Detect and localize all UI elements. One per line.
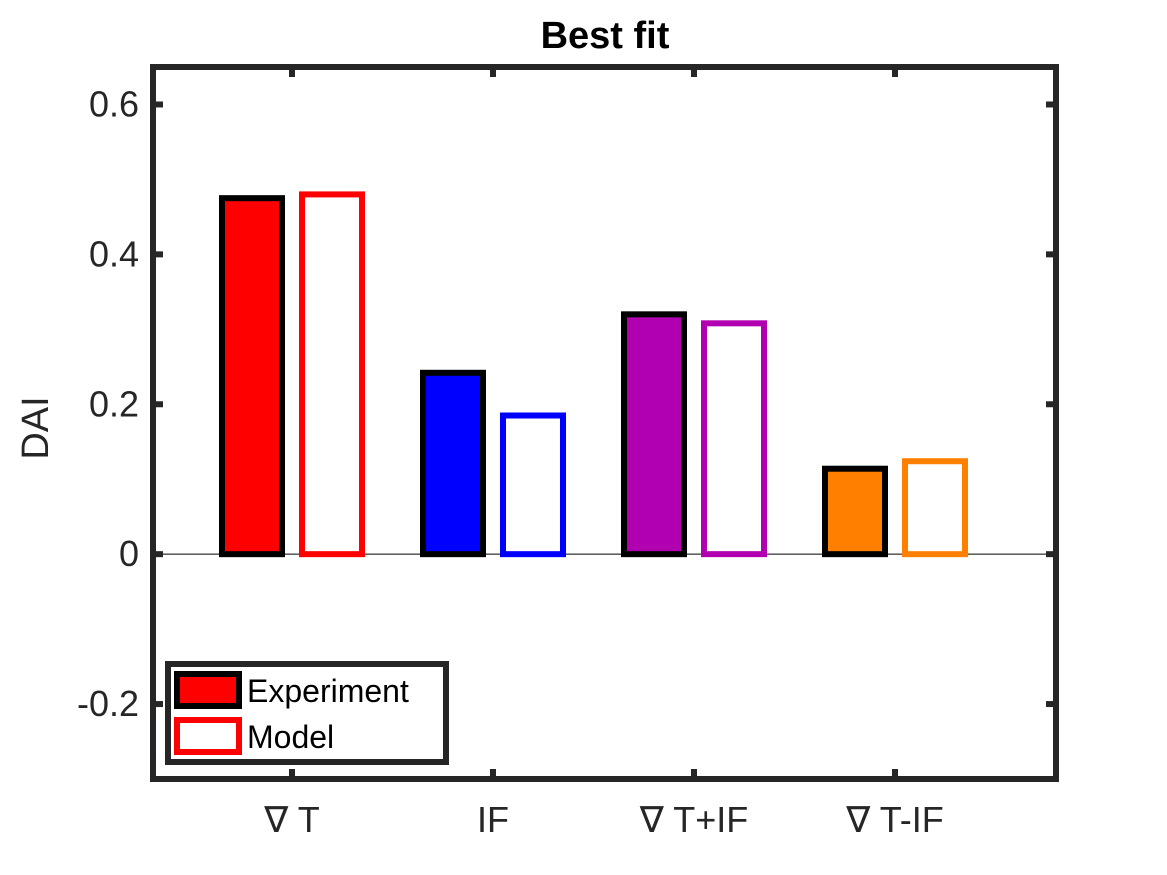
x-tick-label: ∇ T+IF [639, 799, 748, 840]
y-tick-label: 0 [119, 533, 139, 574]
x-tick-label: ∇ T-IF [845, 799, 943, 840]
legend-label: Experiment [247, 673, 409, 709]
y-axis-label: DAI [15, 396, 57, 459]
y-tick-label: -0.2 [77, 683, 139, 724]
model-bar [299, 191, 365, 558]
model-bar [500, 412, 566, 558]
y-tick-label: 0.6 [89, 83, 139, 124]
model-bar [902, 458, 968, 558]
experiment-bar [621, 311, 687, 558]
model-bar [701, 320, 767, 558]
experiment-bar [420, 369, 486, 558]
y-tick-label: 0.4 [89, 233, 139, 274]
experiment-bar [219, 195, 285, 558]
legend-swatch-model [174, 717, 242, 755]
x-tick-label: ∇ T [263, 799, 319, 840]
legend: Experiment Model [165, 661, 449, 765]
axes-frame [150, 64, 1059, 782]
y-tick-label: 0.2 [89, 383, 139, 424]
plot-area: -0.2 0 0.2 0.4 0.6 ∇ T IF ∇ T+IF ∇ T-IF [77, 64, 1059, 840]
experiment-bar [822, 465, 888, 558]
legend-swatch-experiment [174, 671, 242, 709]
chart-title: Best fit [541, 15, 670, 57]
x-tick-label: IF [477, 799, 509, 840]
legend-label: Model [247, 719, 334, 755]
